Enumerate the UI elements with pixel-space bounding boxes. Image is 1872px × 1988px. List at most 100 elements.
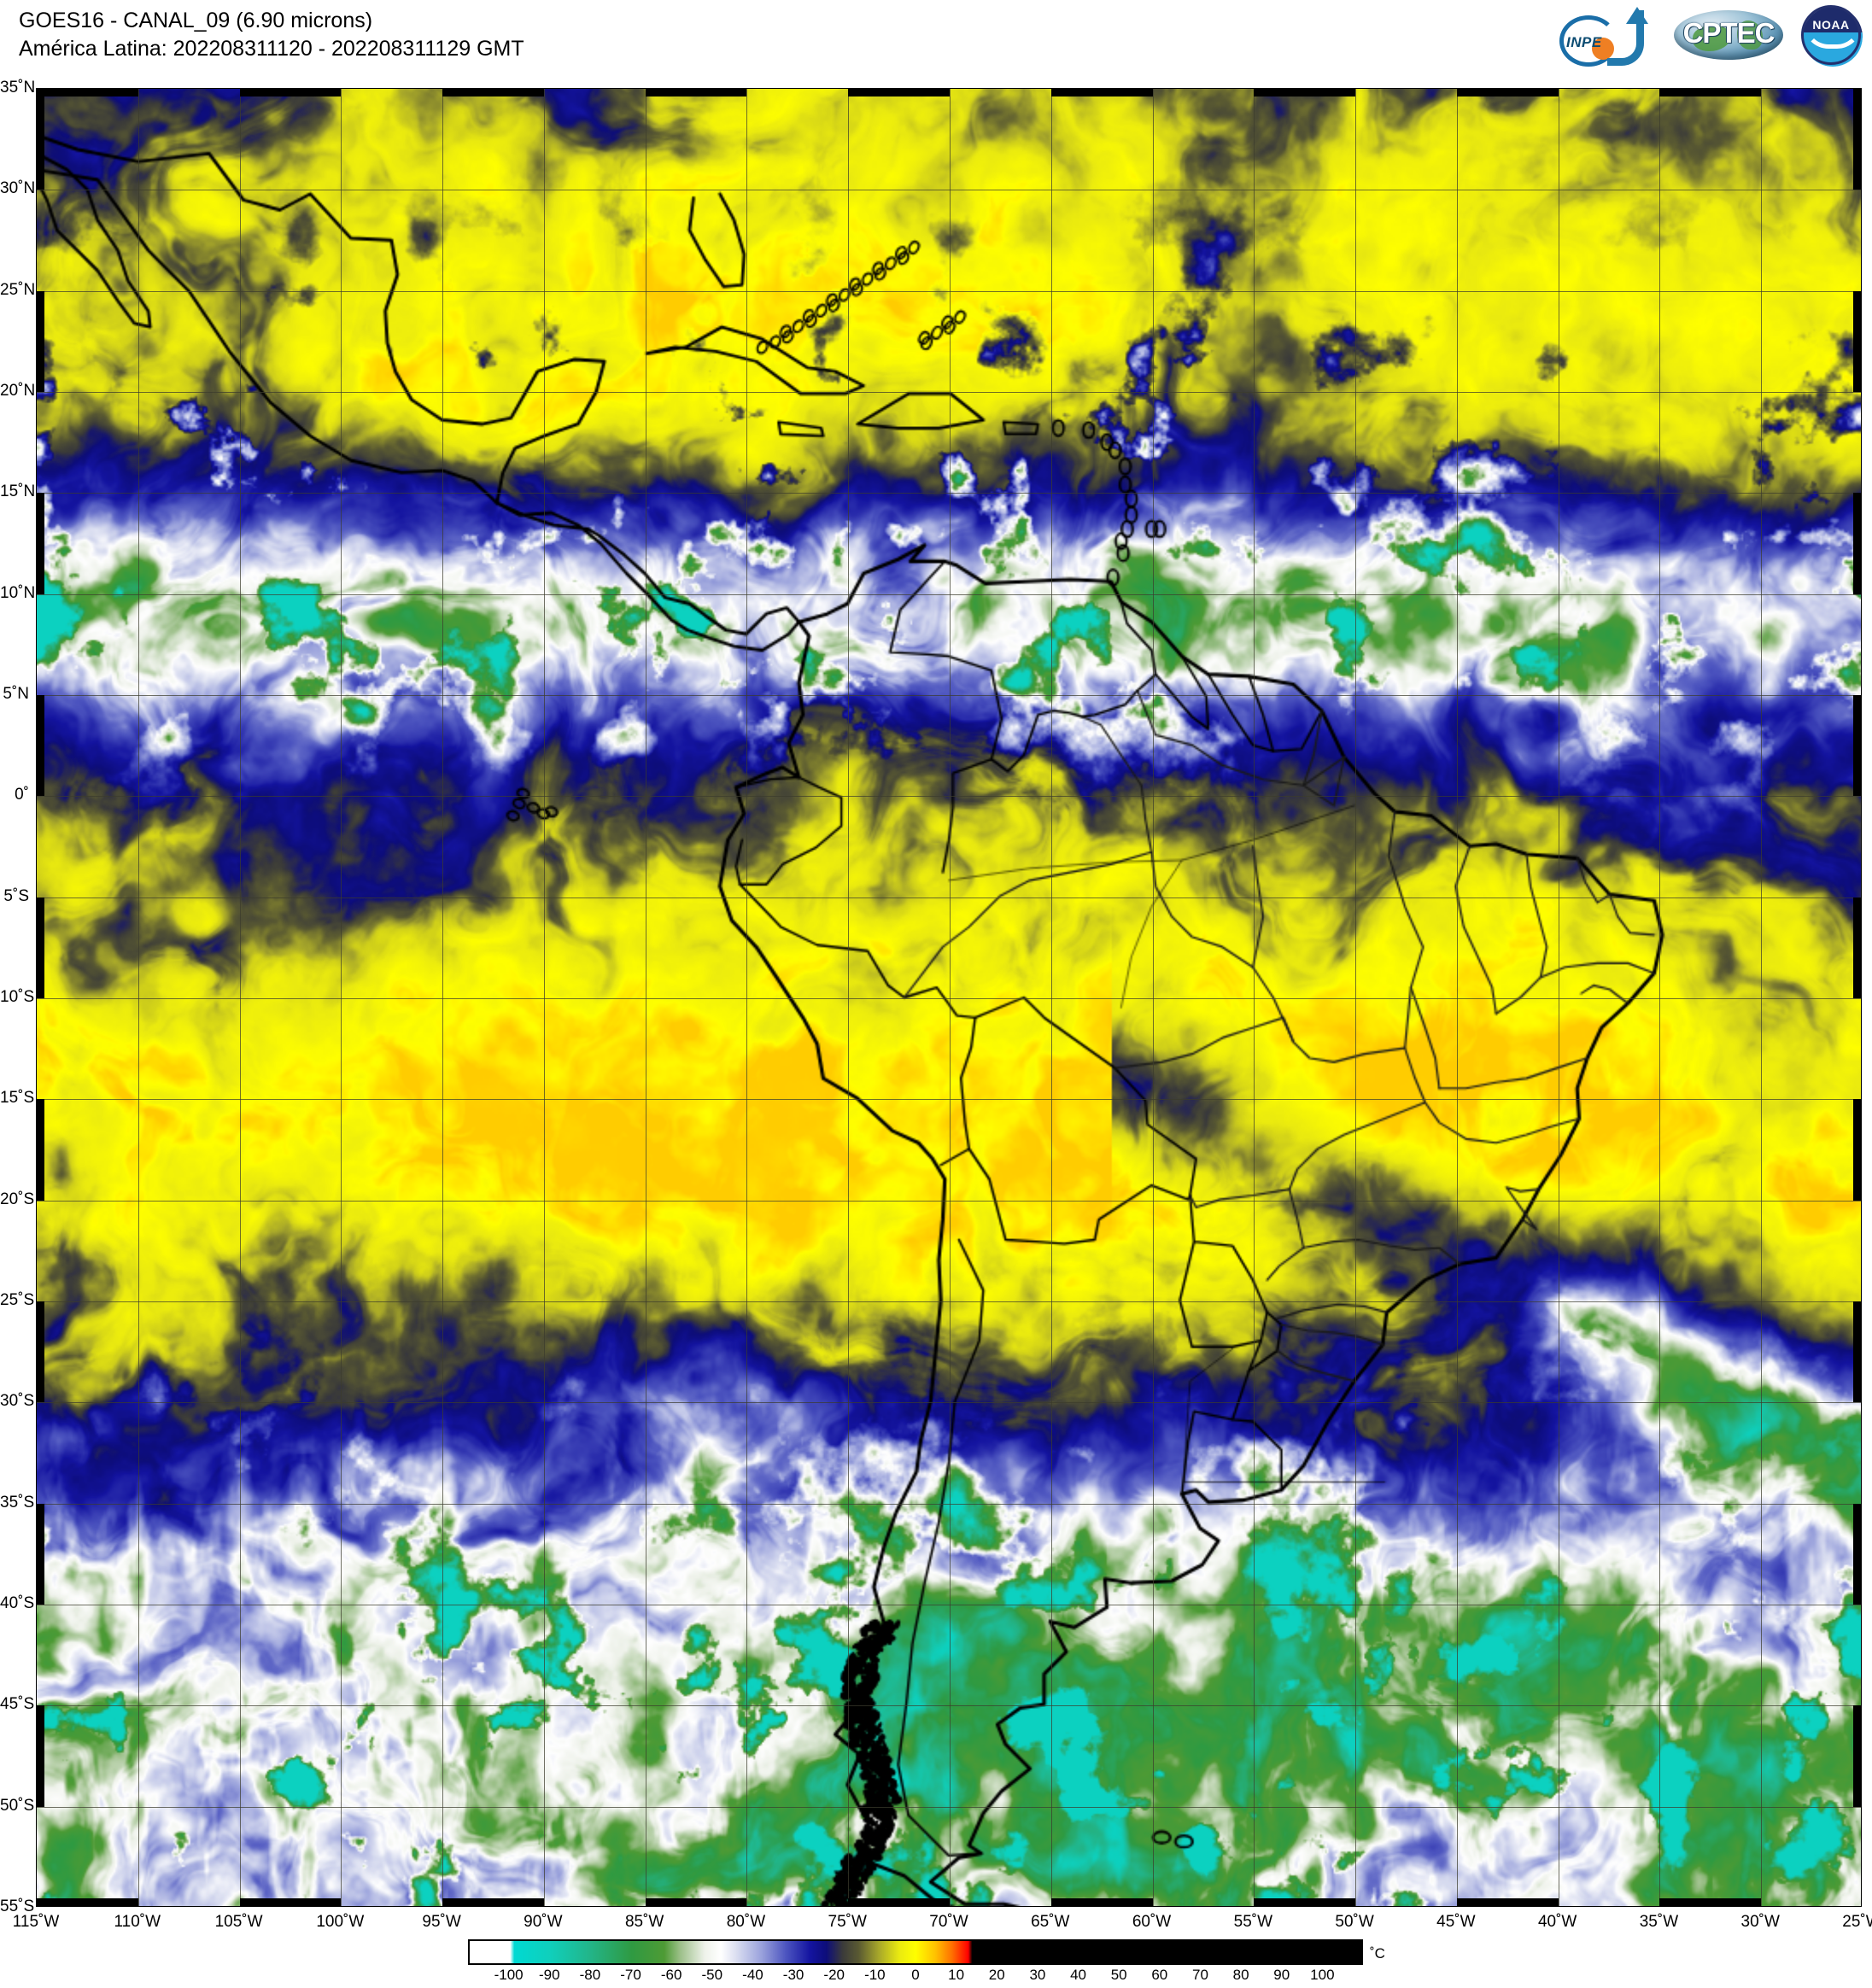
gridline-lat — [37, 1301, 1861, 1302]
border-tick — [1659, 89, 1762, 96]
border-tick — [442, 1898, 544, 1906]
lon-tick-label: 75˚W — [828, 1913, 867, 1931]
inpe-arrowhead-icon — [1626, 7, 1648, 24]
lon-tick-label: 55˚W — [1233, 1913, 1273, 1931]
logo-strip: INPE CPTEC NOAA — [1554, 2, 1865, 68]
border-tick — [37, 1898, 138, 1906]
lat-tick-label: 5˚S — [3, 886, 29, 905]
cptec-logo: CPTEC — [1670, 3, 1787, 67]
gridline-lat — [37, 1200, 1861, 1202]
colorbar-tick-label: 100 — [1310, 1967, 1335, 1983]
gridline-lon — [1456, 89, 1458, 1906]
cptec-logo-text: CPTEC — [1682, 17, 1775, 49]
gridline-lon — [746, 89, 748, 1906]
border-tick — [1853, 493, 1861, 594]
colorbar-tick-label: 60 — [1151, 1967, 1168, 1983]
lon-tick-label: 80˚W — [726, 1913, 766, 1931]
lat-tick-label: 25˚S — [0, 1291, 35, 1309]
noaa-logo-text: NOAA — [1812, 18, 1850, 32]
border-tick — [1853, 290, 1861, 392]
title-block: GOES16 - CANAL_09 (6.90 microns) América… — [19, 7, 524, 62]
gridline-lon — [1659, 89, 1661, 1906]
lat-tick-label: 35˚S — [0, 1493, 35, 1511]
gridline-lon — [1152, 89, 1154, 1906]
gridline-lon — [543, 89, 545, 1906]
gridline-lat — [37, 1099, 1861, 1101]
lon-tick-label: 100˚W — [316, 1913, 365, 1931]
gridline-lat — [37, 593, 1861, 595]
border-tick — [1853, 89, 1861, 190]
gridline-lat — [37, 796, 1861, 798]
border-tick — [1456, 89, 1559, 96]
inpe-ring-icon — [1559, 15, 1618, 67]
satellite-imagery — [37, 89, 1861, 1906]
border-tick — [37, 89, 138, 96]
gridline-lat — [37, 1806, 1861, 1808]
border-tick — [37, 89, 44, 190]
colorbar-tick-label: -90 — [538, 1967, 560, 1983]
colorbar-tick-label: 80 — [1232, 1967, 1249, 1983]
lon-tick-label: 65˚W — [1031, 1913, 1070, 1931]
border-tick — [37, 1301, 44, 1403]
gridline-lon — [137, 89, 139, 1906]
lon-tick-label: 30˚W — [1740, 1913, 1780, 1931]
header: GOES16 - CANAL_09 (6.90 microns) América… — [0, 0, 1872, 85]
colorbar-tick-label: 70 — [1191, 1967, 1208, 1983]
lon-tick-label: 90˚W — [524, 1913, 563, 1931]
border-tick — [1853, 1301, 1861, 1403]
gridline-lat — [37, 1402, 1861, 1404]
satellite-map[interactable] — [36, 88, 1862, 1907]
noaa-ring-icon — [1801, 5, 1861, 65]
gridline-lon — [239, 89, 241, 1906]
noaa-logo: NOAA — [1799, 3, 1865, 68]
border-tick — [37, 1099, 44, 1201]
border-tick — [1853, 1503, 1861, 1605]
border-tick — [37, 1503, 44, 1605]
cptec-landmass2-icon — [1737, 20, 1763, 50]
colorbar-tick-label: -80 — [579, 1967, 601, 1983]
border-tick — [1254, 89, 1356, 96]
colorbar-tick-label: 50 — [1110, 1967, 1127, 1983]
border-tick — [37, 1705, 44, 1807]
colorbar[interactable]: -100 -90 -80 -70 -60 -50 -40 -30 -20 -10 0 10 20 30 40… — [468, 1939, 1363, 1983]
colorbar-tick-label: -50 — [701, 1967, 723, 1983]
lon-tick-label: 25˚W — [1842, 1913, 1872, 1931]
lon-tick-label: 60˚W — [1132, 1913, 1172, 1931]
border-tick — [1659, 1898, 1762, 1906]
border-tick — [239, 1898, 342, 1906]
border-tick — [1853, 897, 1861, 998]
colorbar-tick-label: -30 — [782, 1967, 804, 1983]
border-tick — [1050, 1898, 1153, 1906]
border-tick — [1853, 695, 1861, 797]
gridline-lon — [1761, 89, 1763, 1906]
border-tick — [37, 290, 44, 392]
border-tick — [37, 897, 44, 998]
border-tick — [848, 89, 950, 96]
border-tick — [37, 695, 44, 797]
lat-tick-label: 20˚N — [0, 382, 36, 400]
colorbar-unit-label: ˚C — [1370, 1945, 1385, 1962]
colorbar-strip — [468, 1939, 1363, 1965]
border-tick — [645, 1898, 747, 1906]
inpe-logo-text: INPE — [1566, 34, 1602, 50]
gridline-lat — [37, 290, 1861, 292]
gridline-lat — [37, 392, 1861, 393]
lat-tick-label: 25˚N — [0, 280, 36, 299]
lat-tick-label: 45˚S — [0, 1695, 35, 1714]
lon-tick-label: 45˚W — [1436, 1913, 1476, 1931]
colorbar-tick-label: -10 — [864, 1967, 886, 1983]
border-tick — [645, 89, 747, 96]
lon-tick-label: 70˚W — [929, 1913, 968, 1931]
colorbar-tick-label: -70 — [620, 1967, 641, 1983]
border-tick — [1050, 89, 1153, 96]
border-tick — [442, 89, 544, 96]
lon-tick-label: 115˚W — [12, 1913, 60, 1931]
lat-tick-label: 0˚ — [15, 786, 29, 804]
gridline-lon — [1050, 89, 1052, 1906]
lon-tick-label: 105˚W — [214, 1913, 263, 1931]
gridline-lon — [1254, 89, 1255, 1906]
gridline-lat — [37, 1503, 1861, 1505]
border-tick — [239, 89, 342, 96]
lat-tick-label: 55˚S — [0, 1897, 35, 1915]
border-tick — [1254, 1898, 1356, 1906]
